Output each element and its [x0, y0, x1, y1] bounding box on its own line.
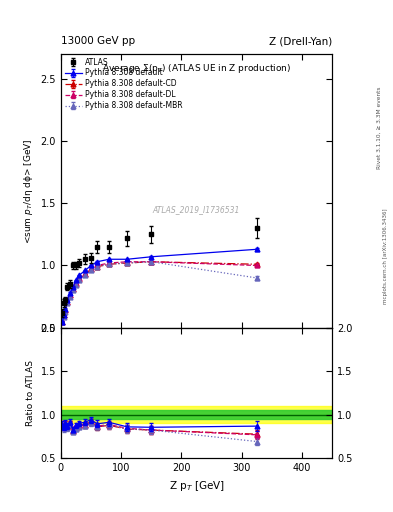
Bar [61, 406, 332, 423]
X-axis label: Z p$_T$ [GeV]: Z p$_T$ [GeV] [169, 479, 224, 493]
Y-axis label: <sum $p_T$/dη dϕ> [GeV]: <sum $p_T$/dη dϕ> [GeV] [22, 138, 35, 244]
Y-axis label: Ratio to ATLAS: Ratio to ATLAS [26, 360, 35, 426]
Text: ATLAS_2019_I1736531: ATLAS_2019_I1736531 [153, 205, 240, 215]
Bar [61, 411, 332, 419]
Text: Rivet 3.1.10, ≥ 3.3M events: Rivet 3.1.10, ≥ 3.3M events [377, 87, 382, 169]
Legend: ATLAS, Pythia 8.308 default, Pythia 8.308 default-CD, Pythia 8.308 default-DL, P: ATLAS, Pythia 8.308 default, Pythia 8.30… [63, 56, 184, 112]
Text: 13000 GeV pp: 13000 GeV pp [61, 36, 135, 46]
Text: Average $\Sigma$(p$_T$) (ATLAS UE in Z production): Average $\Sigma$(p$_T$) (ATLAS UE in Z p… [102, 62, 291, 75]
Text: mcplots.cern.ch [arXiv:1306.3436]: mcplots.cern.ch [arXiv:1306.3436] [383, 208, 387, 304]
Text: Z (Drell-Yan): Z (Drell-Yan) [269, 36, 332, 46]
